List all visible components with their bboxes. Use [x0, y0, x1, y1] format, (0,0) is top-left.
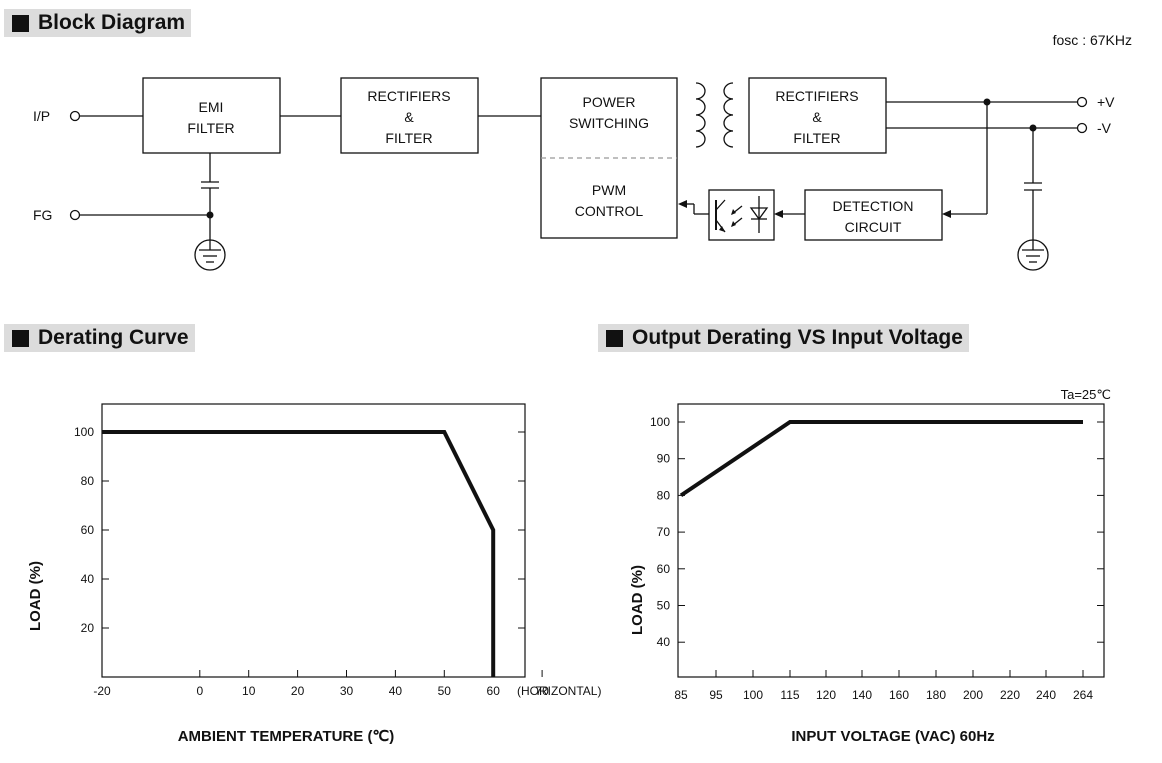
emi-filter-block: [142, 77, 281, 154]
derating-x-tick-label: -20: [93, 684, 111, 698]
positive-output-label: +V: [1097, 94, 1115, 110]
transformer-icon: [695, 82, 734, 148]
derating-series-line: [102, 430, 496, 677]
input-derating-chart: 85 95 100 115 120 140 160 180 200 220 240 264 40 50 6…: [629, 387, 1111, 745]
input-derating-x-tick-label: 180: [926, 688, 946, 702]
input-derating-y-tick-label: 50: [657, 599, 671, 613]
heading-square-icon: [12, 329, 29, 347]
derating-plot-frame: [101, 403, 526, 678]
input-derating-x-tick-label: 100: [743, 688, 763, 702]
optocoupler-icon: [708, 189, 775, 241]
derating-x-tick-label: 30: [340, 684, 354, 698]
input-derating-heading: Output Derating VS Input Voltage: [598, 324, 969, 352]
derating-x-axis-title: AMBIENT TEMPERATURE (℃): [178, 728, 395, 745]
rectifier1-line2: &: [404, 109, 414, 125]
derating-x-suffix: (HORIZONTAL): [517, 684, 601, 698]
heading-square-icon: [12, 14, 29, 32]
input-derating-x-tick-label: 264: [1073, 688, 1093, 702]
input-derating-y-tick-label: 70: [657, 525, 671, 539]
input-derating-x-tick-label: 95: [709, 688, 723, 702]
detection-line1: DETECTION: [833, 198, 914, 214]
negative-output-label: -V: [1097, 120, 1112, 136]
derating-x-tick-label: 0: [196, 684, 203, 698]
earth-ground-icon: [194, 239, 226, 271]
rectifier1-line3: FILTER: [385, 130, 432, 146]
derating-y-tick-label: 80: [81, 474, 95, 488]
derating-y-tick-label: 60: [81, 523, 95, 537]
emi-filter-line1: EMI: [199, 99, 224, 115]
input-derating-y-tick-label: 100: [650, 415, 670, 429]
pwm-control-line1: PWM: [592, 182, 626, 198]
power-switching-line2: SWITCHING: [569, 115, 649, 131]
derating-x-tick-label: 50: [438, 684, 452, 698]
block-diagram-heading: Block Diagram: [4, 9, 192, 37]
input-derating-x-tick-label: 220: [1000, 688, 1020, 702]
derating-x-tick-label: 40: [389, 684, 403, 698]
input-derating-x-tick-label: 240: [1036, 688, 1056, 702]
input-derating-x-tick-label: 140: [852, 688, 872, 702]
negative-output-terminal: [1076, 122, 1088, 134]
fg-label: FG: [33, 207, 52, 223]
derating-x-tick-label: 70: [535, 684, 549, 698]
derating-y-tick-label: 100: [74, 425, 94, 439]
input-derating-x-tick-label: 120: [816, 688, 836, 702]
input-derating-y-tick-label: 90: [657, 452, 671, 466]
positive-output-terminal: [1076, 96, 1088, 108]
rectifier2-line3: FILTER: [793, 130, 840, 146]
detection-line2: CIRCUIT: [845, 219, 902, 235]
heading-square-icon: [606, 329, 623, 347]
block-diagram: fosc : 67KHz I/P FG EMI FILTER RECTIFIER…: [33, 32, 1132, 271]
input-derating-series-line: [679, 420, 1083, 498]
ip-terminal: [69, 110, 81, 122]
rectifier2-line2: &: [812, 109, 822, 125]
input-derating-x-axis-title: INPUT VOLTAGE (VAC) 60Hz: [791, 728, 994, 745]
derating-chart: -20 0 10 20 30 40 50 60 70 20 40 60 80 100 (HORIZONT…: [27, 403, 601, 745]
derating-curve-heading: Derating Curve: [4, 324, 195, 352]
power-switching-line1: POWER: [583, 94, 636, 110]
input-derating-x-tick-label: 160: [889, 688, 909, 702]
derating-y-axis-title: LOAD (%): [27, 561, 44, 631]
input-derating-x-tick-label: 115: [780, 688, 799, 702]
earth-ground-icon: [1017, 239, 1049, 271]
emi-filter-line2: FILTER: [187, 120, 234, 136]
input-derating-x-tick-label: 85: [674, 688, 688, 702]
input-derating-y-axis-title: LOAD (%): [629, 565, 646, 635]
output-rectifier-filter-block: [748, 77, 887, 154]
detection-circuit-block: [804, 189, 943, 241]
input-derating-x-tick-label: 200: [963, 688, 983, 702]
pwm-control-line2: CONTROL: [575, 203, 644, 219]
derating-x-tick-label: 10: [242, 684, 256, 698]
derating-y-tick-label: 20: [81, 621, 95, 635]
derating-y-tick-label: 40: [81, 572, 95, 586]
input-derating-y-tick-label: 80: [657, 488, 671, 502]
input-derating-y-tick-label: 60: [657, 562, 671, 576]
derating-x-tick-label: 60: [487, 684, 501, 698]
derating-x-tick-label: 20: [291, 684, 305, 698]
rectifier1-line1: RECTIFIERS: [367, 88, 450, 104]
ip-label: I/P: [33, 108, 50, 124]
fosc-label: fosc : 67KHz: [1053, 32, 1132, 48]
input-derating-y-tick-label: 40: [657, 635, 671, 649]
ambient-note: Ta=25℃: [1061, 387, 1111, 402]
rectifier2-line1: RECTIFIERS: [775, 88, 858, 104]
fg-terminal: [69, 209, 81, 221]
input-derating-plot-frame: [677, 403, 1105, 678]
